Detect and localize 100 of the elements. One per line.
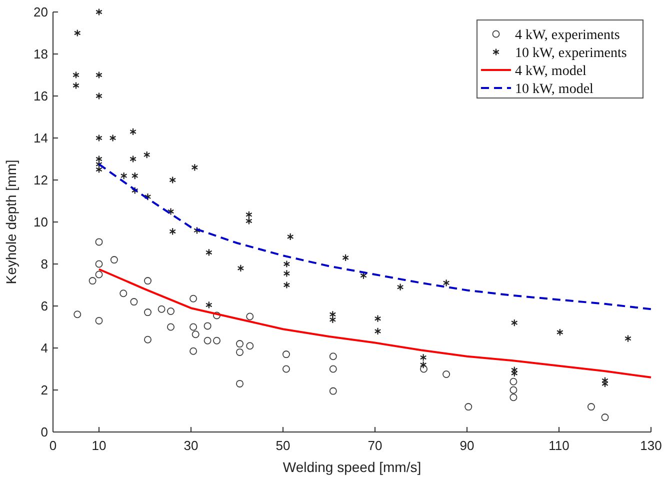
legend-label: 4 kW, experiments — [515, 28, 620, 43]
point — [74, 310, 82, 318]
point — [342, 254, 349, 262]
y-tick-label: 12 — [34, 172, 48, 188]
point — [510, 318, 518, 327]
point — [144, 277, 152, 285]
point — [329, 387, 337, 395]
y-tick-label: 20 — [34, 4, 48, 20]
point — [442, 370, 450, 378]
x-tick-label: 50 — [276, 438, 290, 453]
point — [191, 164, 198, 172]
point — [442, 279, 450, 287]
line-series — [98, 163, 652, 310]
point — [130, 155, 136, 163]
point — [169, 228, 176, 236]
point — [88, 277, 96, 285]
x-tick-label: 90 — [460, 438, 474, 453]
point — [204, 322, 212, 330]
point — [206, 301, 212, 309]
y-tick-label: 8 — [40, 256, 48, 272]
point — [167, 323, 175, 331]
point — [282, 365, 290, 373]
point — [246, 342, 254, 350]
point — [130, 298, 138, 306]
point — [130, 128, 136, 136]
point — [96, 92, 102, 100]
y-axis-title: Keyhole depth [mm] — [3, 160, 19, 284]
point — [72, 71, 80, 79]
y-tick-label: 10 — [34, 214, 48, 230]
legend-label: 10 kW, model — [515, 82, 594, 97]
point — [167, 308, 175, 315]
y-tick-label: 2 — [40, 382, 48, 398]
point — [396, 283, 404, 291]
point — [95, 238, 103, 246]
point — [329, 365, 337, 373]
y-tick-label: 6 — [40, 298, 48, 314]
x-tick-label: 110 — [548, 438, 570, 453]
point — [131, 186, 138, 194]
point — [246, 210, 252, 218]
point — [213, 312, 221, 320]
point — [283, 270, 290, 278]
point — [329, 352, 337, 360]
y-tick-label: 0 — [40, 424, 48, 440]
point — [96, 8, 102, 16]
point — [158, 305, 166, 313]
point — [420, 365, 428, 373]
point — [192, 330, 200, 338]
point — [283, 281, 290, 289]
point — [144, 336, 152, 344]
x-tick-label: 30 — [184, 438, 198, 453]
point — [72, 82, 80, 90]
legend-label: 4 kW, model — [515, 64, 587, 79]
point — [131, 172, 138, 180]
point — [624, 334, 632, 342]
y-tick-label: 16 — [34, 88, 48, 104]
point — [286, 232, 294, 241]
point — [96, 71, 102, 79]
point — [236, 340, 244, 348]
point — [420, 360, 427, 369]
point — [510, 386, 518, 394]
line-series — [98, 268, 652, 378]
y-tick-label: 4 — [40, 340, 48, 356]
point — [110, 256, 118, 264]
point — [120, 290, 128, 298]
point — [206, 248, 212, 256]
point — [95, 260, 103, 268]
point — [246, 217, 252, 225]
point — [246, 312, 254, 320]
point — [144, 308, 152, 316]
point — [556, 328, 564, 336]
point — [374, 314, 382, 322]
point — [213, 336, 221, 344]
x-axis-title: Welding speed [mm/s] — [282, 459, 422, 475]
legend-label: 10 kW, experiments — [515, 46, 627, 61]
point — [236, 380, 244, 388]
point — [510, 394, 518, 402]
point — [144, 192, 152, 201]
point — [169, 176, 176, 184]
point — [109, 134, 116, 142]
point — [601, 414, 609, 422]
point — [190, 294, 198, 302]
point — [190, 347, 198, 355]
point — [510, 378, 518, 386]
point — [95, 316, 103, 324]
point — [96, 134, 102, 142]
y-tick-label: 14 — [34, 130, 48, 146]
point — [282, 350, 290, 358]
point — [283, 260, 290, 268]
point — [120, 172, 128, 180]
point — [194, 226, 200, 234]
point — [464, 403, 472, 411]
point — [143, 150, 150, 159]
point — [74, 29, 81, 37]
point — [420, 354, 427, 362]
point — [236, 348, 244, 356]
y-tick-label: 18 — [34, 46, 48, 62]
x-tick-label: 10 — [92, 438, 106, 453]
point — [237, 264, 244, 272]
x-tick-label: 130 — [640, 438, 662, 453]
point — [95, 270, 103, 278]
